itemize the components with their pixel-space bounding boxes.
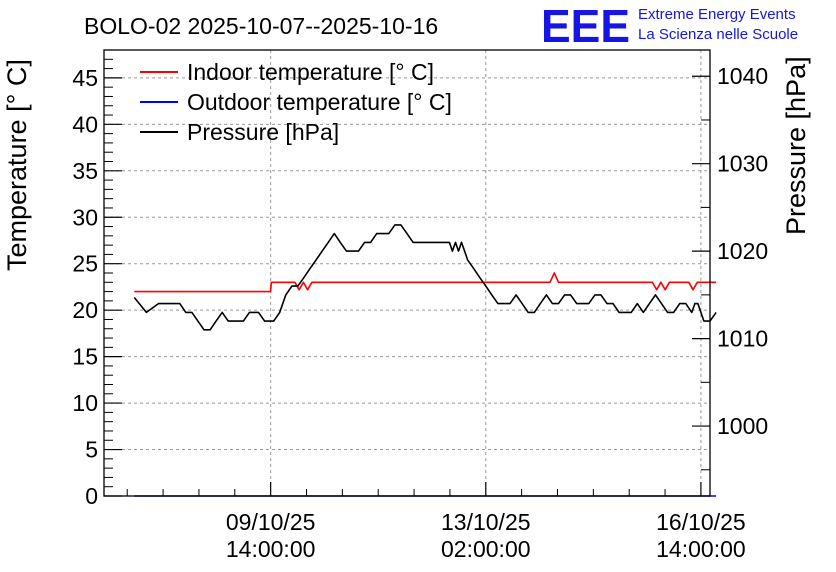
left-tick-label: 25 bbox=[72, 251, 98, 277]
legend-label-0: Indoor temperature [° C] bbox=[187, 59, 434, 85]
left-tick-label: 20 bbox=[72, 297, 98, 323]
left-axis: 0 5 10 15 20 25 30 35 40 45 bbox=[72, 49, 122, 509]
right-axis: 1000 1010 1020 1030 1040 bbox=[692, 63, 768, 471]
eee-logo-mark: EEE bbox=[541, 0, 630, 52]
right-tick-label: 1010 bbox=[717, 326, 768, 352]
legend: Indoor temperature [° C] Outdoor temperat… bbox=[140, 59, 452, 145]
left-tick-label: 0 bbox=[85, 483, 98, 509]
x-tick-label-date: 16/10/25 bbox=[656, 509, 746, 535]
left-tick-label: 40 bbox=[72, 111, 98, 137]
left-tick-label: 10 bbox=[72, 390, 98, 416]
left-tick-label: 5 bbox=[85, 437, 98, 463]
left-axis-title: Temperature [° C] bbox=[2, 59, 32, 271]
right-tick-label: 1040 bbox=[717, 63, 768, 89]
right-tick-label: 1030 bbox=[717, 151, 768, 177]
series-line-2 bbox=[133, 224, 717, 331]
x-tick-label-date: 09/10/25 bbox=[226, 509, 316, 535]
right-tick-label: 1020 bbox=[717, 238, 768, 264]
x-tick-label-date: 13/10/25 bbox=[441, 509, 531, 535]
x-tick-label-time: 14:00:00 bbox=[226, 536, 316, 562]
left-tick-label: 15 bbox=[72, 344, 98, 370]
left-tick-label: 30 bbox=[72, 204, 98, 230]
legend-label-1: Outdoor temperature [° C] bbox=[187, 89, 452, 115]
eee-logo-line1: Extreme Energy Events bbox=[638, 6, 796, 23]
eee-logo-line2: La Scienza nelle Scuole bbox=[638, 26, 798, 43]
right-tick-label: 1000 bbox=[717, 413, 768, 439]
legend-label-2: Pressure [hPa] bbox=[187, 119, 339, 145]
series-line-0 bbox=[134, 272, 717, 293]
x-tick-label-time: 02:00:00 bbox=[441, 536, 531, 562]
right-axis-title: Pressure [hPa] bbox=[781, 56, 811, 235]
x-tick-label-time: 14:00:00 bbox=[656, 536, 746, 562]
left-tick-label: 45 bbox=[72, 65, 98, 91]
left-tick-label: 35 bbox=[72, 158, 98, 184]
chart-title: BOLO-02 2025-10-07--2025-10-16 bbox=[84, 13, 438, 39]
bottom-axis: 09/10/2514:00:0013/10/2502:00:0016/10/25… bbox=[126, 482, 746, 562]
eee-logo: EEE Extreme Energy Events La Scienza nel… bbox=[541, 0, 798, 52]
grid bbox=[104, 50, 710, 496]
